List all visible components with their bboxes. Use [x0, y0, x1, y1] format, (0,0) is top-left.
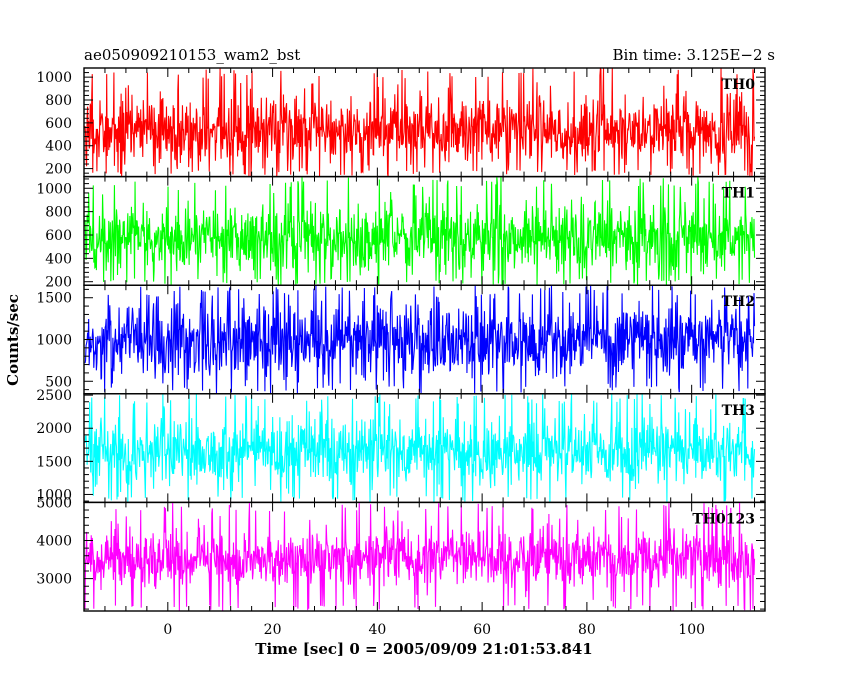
y-tick-label: 800: [45, 205, 72, 221]
y-tick-label: 1000: [36, 181, 72, 197]
x-tick-label: 60: [473, 622, 491, 638]
y-tick-label: 1000: [36, 70, 72, 86]
chart-subtitle: Bin time: 3.125E−2 s: [613, 46, 775, 64]
y-tick-label: 200: [45, 162, 72, 178]
y-tick-label: 1500: [36, 454, 72, 470]
y-tick-label: 400: [45, 139, 72, 155]
series-line-th3: [84, 393, 756, 503]
y-tick-label: 2500: [36, 388, 72, 404]
panel-th0123: 3000 4000 5000 TH0123: [36, 495, 766, 612]
x-tick-label: 40: [368, 622, 386, 638]
panel-label-th0123: TH0123: [692, 511, 755, 527]
y-tick-label: 800: [45, 93, 72, 109]
y-tick-label: 3000: [36, 572, 72, 588]
y-tick-label: 5000: [36, 495, 72, 511]
series-line-th0123: [84, 502, 756, 611]
x-tick-label: 80: [578, 622, 596, 638]
x-tick-label: 100: [678, 622, 705, 638]
panel-th3: 1000 1500 2000 2500 TH3: [36, 388, 766, 503]
panel-frame: [83, 501, 766, 612]
panel-th0: 200 400 600 800 1000 TH0: [36, 67, 766, 178]
panel-label-th3: TH3: [722, 403, 755, 419]
panel-label-th2: TH2: [722, 294, 755, 310]
y-tick-label: 200: [45, 275, 72, 291]
panel-label-th0: TH0: [722, 77, 756, 93]
x-tick-label: 20: [264, 622, 282, 638]
y-tick-label: 1000: [36, 333, 72, 349]
y-tick-label: 600: [45, 116, 72, 132]
y-tick-label: 1000: [36, 487, 72, 503]
chart-title: ae050909210153_wam2_bst: [84, 46, 300, 64]
y-tick-label: 600: [45, 228, 72, 244]
y-tick-label: 1500: [36, 291, 72, 307]
panel-th1: 200 400 600 800 1000 TH1: [36, 175, 766, 291]
y-axis-label: Counts/sec: [4, 294, 22, 386]
panel-th2: 500 1000 1500 TH2: [36, 284, 766, 395]
series-line-th2: [84, 285, 756, 394]
y-tick-label: 2000: [36, 421, 72, 437]
y-tick-label: 500: [45, 374, 72, 390]
series-line-th0: [84, 68, 756, 177]
panel-label-th1: TH1: [722, 186, 755, 202]
x-axis-label: Time [sec] 0 = 2005/09/09 21:01:53.841: [255, 640, 592, 658]
x-tick-label: 0: [163, 622, 172, 638]
y-tick-label: 4000: [36, 534, 72, 550]
y-tick-label: 400: [45, 251, 72, 267]
series-line-th1: [84, 176, 756, 286]
